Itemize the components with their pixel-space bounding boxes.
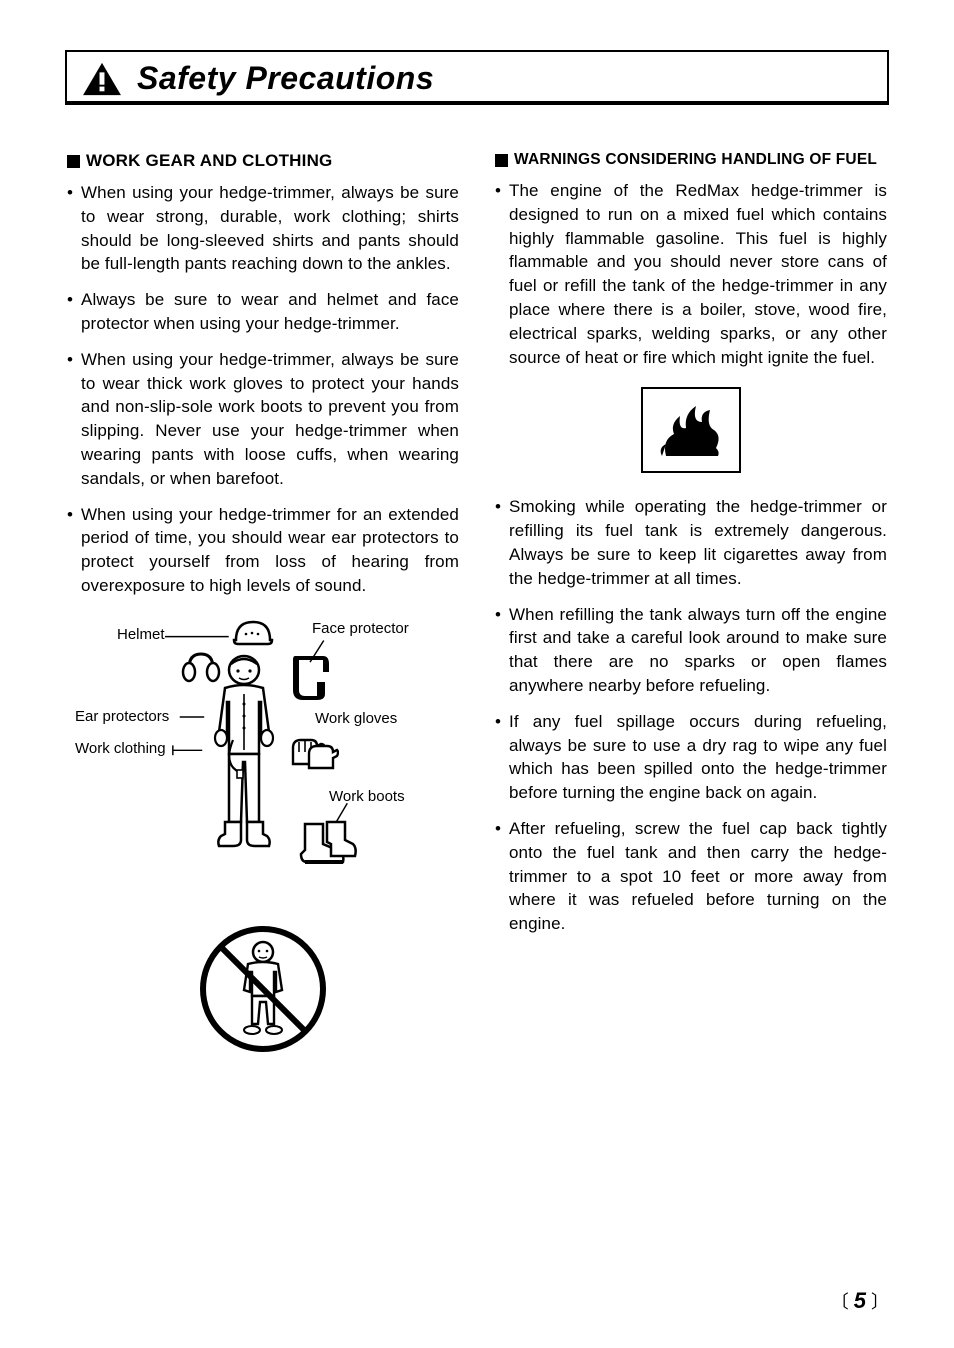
left-column: WORK GEAR AND CLOTHING When using your h… bbox=[67, 135, 459, 1054]
label-helmet: Helmet bbox=[117, 626, 165, 643]
bullet-item: When refilling the tank always turn off … bbox=[495, 603, 887, 698]
bullet-item: When using your hedge-trimmer, always be… bbox=[67, 181, 459, 276]
left-heading-text: WORK GEAR AND CLOTHING bbox=[86, 151, 332, 171]
label-face-protector: Face protector bbox=[312, 620, 409, 637]
worker-figure-icon bbox=[203, 654, 285, 854]
square-bullet-icon bbox=[495, 154, 508, 167]
label-work-gloves: Work gloves bbox=[315, 710, 397, 727]
bullet-item: When using your hedge-trimmer, always be… bbox=[67, 348, 459, 491]
fire-warning-box bbox=[641, 387, 741, 473]
square-bullet-icon bbox=[67, 155, 80, 168]
label-work-clothing: Work clothing bbox=[75, 740, 166, 757]
title-frame: Safety Precautions bbox=[65, 50, 889, 105]
bullet-item: When using your hedge-trimmer for an ext… bbox=[67, 503, 459, 598]
label-work-boots: Work boots bbox=[329, 788, 405, 805]
right-column: WARNINGS CONSIDERING HANDLING OF FUEL Th… bbox=[495, 135, 887, 1054]
gear-diagram: Helmet Face protector Ear protectors Wor… bbox=[67, 610, 459, 920]
left-heading: WORK GEAR AND CLOTHING bbox=[67, 151, 459, 171]
title-underline bbox=[67, 101, 887, 103]
fire-icon bbox=[656, 400, 726, 460]
title-row: Safety Precautions bbox=[67, 52, 887, 101]
warning-triangle-icon bbox=[81, 61, 123, 97]
right-bullet-list-bottom: Smoking while operating the hedge-trimme… bbox=[495, 495, 887, 936]
bullet-item: The engine of the RedMax hedge-trimmer i… bbox=[495, 179, 887, 369]
page-number: 〔 5 〕 bbox=[831, 1288, 889, 1314]
page-title: Safety Precautions bbox=[137, 60, 434, 97]
right-heading-text: WARNINGS CONSIDERING HANDLING OF FUEL bbox=[514, 151, 877, 169]
gloves-icon bbox=[287, 734, 339, 774]
content-columns: WORK GEAR AND CLOTHING When using your h… bbox=[65, 135, 889, 1054]
boots-icon bbox=[297, 820, 357, 868]
helmet-icon bbox=[232, 616, 274, 648]
right-heading: WARNINGS CONSIDERING HANDLING OF FUEL bbox=[495, 151, 887, 169]
bullet-item: Always be sure to wear and helmet and fa… bbox=[67, 288, 459, 336]
left-bullet-list: When using your hedge-trimmer, always be… bbox=[67, 181, 459, 598]
bullet-item: After refueling, screw the fuel cap back… bbox=[495, 817, 887, 936]
face-protector-icon bbox=[289, 650, 331, 700]
page-number-value: 5 bbox=[854, 1288, 866, 1313]
label-ear-protectors: Ear protectors bbox=[75, 708, 169, 725]
bullet-item: If any fuel spillage occurs during refue… bbox=[495, 710, 887, 805]
bullet-item: Smoking while operating the hedge-trimme… bbox=[495, 495, 887, 590]
prohibited-attire-icon bbox=[198, 924, 328, 1054]
right-bullet-list-top: The engine of the RedMax hedge-trimmer i… bbox=[495, 179, 887, 369]
